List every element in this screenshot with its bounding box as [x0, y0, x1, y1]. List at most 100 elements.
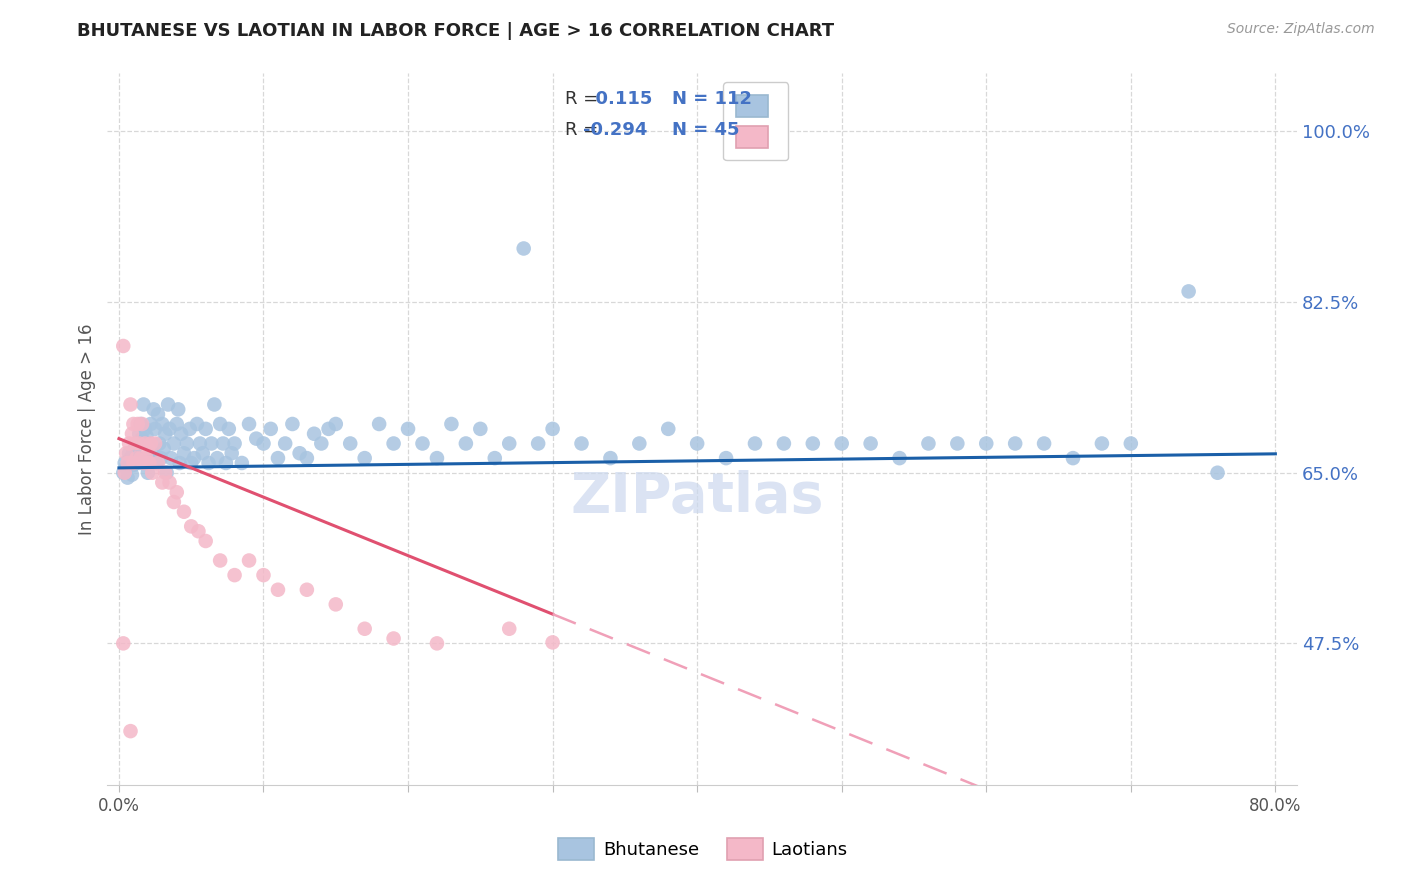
Point: [152, 442, 174, 456]
Point: [215, 456, 238, 470]
Point: [120, 724, 142, 739]
Point: [260, 422, 283, 436]
Point: [1177, 285, 1199, 299]
Point: [141, 466, 163, 480]
Text: R =: R =: [565, 121, 599, 139]
Point: [143, 422, 166, 436]
Point: [245, 432, 267, 446]
Point: [325, 598, 347, 612]
Point: [117, 456, 139, 470]
Point: [156, 466, 179, 480]
Point: [191, 446, 214, 460]
Text: N = 112: N = 112: [672, 90, 752, 108]
Point: [138, 436, 160, 450]
Point: [115, 461, 138, 475]
Point: [267, 451, 290, 466]
Point: [302, 426, 325, 441]
Point: [167, 402, 190, 417]
Point: [135, 451, 157, 466]
Point: [224, 436, 246, 450]
Point: [160, 451, 183, 466]
Point: [353, 451, 375, 466]
Point: [1062, 451, 1084, 466]
Point: [657, 422, 679, 436]
Point: [146, 407, 169, 421]
Text: 0.115: 0.115: [583, 90, 652, 108]
Point: [112, 339, 135, 353]
Point: [382, 632, 405, 646]
Point: [801, 436, 824, 450]
Point: [153, 466, 176, 480]
Y-axis label: In Labor Force | Age > 16: In Labor Force | Age > 16: [79, 323, 96, 534]
Point: [125, 436, 148, 450]
Point: [136, 466, 159, 480]
Point: [166, 485, 188, 500]
Point: [124, 436, 146, 450]
Point: [221, 446, 243, 460]
Point: [238, 417, 260, 431]
Point: [163, 436, 186, 450]
Point: [145, 456, 167, 470]
Point: [132, 397, 155, 411]
Legend: , : ,: [723, 82, 789, 161]
Point: [353, 622, 375, 636]
Point: [686, 436, 709, 450]
Point: [831, 436, 853, 450]
Point: [129, 417, 152, 431]
Point: [426, 636, 449, 650]
Point: [134, 422, 156, 436]
Text: R =: R =: [565, 90, 599, 108]
Point: [212, 436, 235, 450]
Point: [135, 428, 157, 442]
Point: [127, 417, 149, 431]
Point: [163, 495, 186, 509]
Point: [121, 467, 143, 482]
Point: [146, 456, 169, 470]
Point: [197, 456, 219, 470]
Point: [267, 582, 290, 597]
Text: -0.294: -0.294: [583, 121, 648, 139]
Text: N = 45: N = 45: [672, 121, 740, 139]
Point: [295, 451, 318, 466]
Point: [120, 397, 142, 411]
Point: [382, 436, 405, 450]
Point: [859, 436, 882, 450]
Point: [194, 533, 217, 548]
Point: [121, 426, 143, 441]
Point: [1033, 436, 1056, 450]
Point: [209, 553, 232, 567]
Point: [454, 436, 477, 450]
Point: [186, 417, 208, 431]
Point: [187, 524, 209, 539]
Point: [166, 417, 188, 431]
Point: [599, 451, 621, 466]
Point: [114, 466, 136, 480]
Point: [112, 636, 135, 650]
Point: [252, 568, 274, 582]
Point: [143, 436, 166, 450]
Point: [112, 466, 135, 480]
Point: [288, 446, 311, 460]
Point: [122, 458, 145, 472]
Point: [946, 436, 969, 450]
Point: [124, 442, 146, 456]
Point: [512, 242, 534, 256]
Point: [744, 436, 766, 450]
Point: [917, 436, 939, 450]
Point: [541, 635, 564, 649]
Point: [115, 446, 138, 460]
Point: [153, 426, 176, 441]
Point: [129, 456, 152, 470]
Point: [173, 446, 195, 460]
Point: [134, 436, 156, 450]
Point: [128, 426, 150, 441]
Point: [773, 436, 796, 450]
Point: [194, 422, 217, 436]
Point: [122, 417, 145, 431]
Point: [120, 451, 142, 466]
Text: Source: ZipAtlas.com: Source: ZipAtlas.com: [1227, 22, 1375, 37]
Legend: Bhutanese, Laotians: Bhutanese, Laotians: [551, 830, 855, 867]
Point: [274, 436, 297, 450]
Point: [889, 451, 911, 466]
Point: [368, 417, 391, 431]
